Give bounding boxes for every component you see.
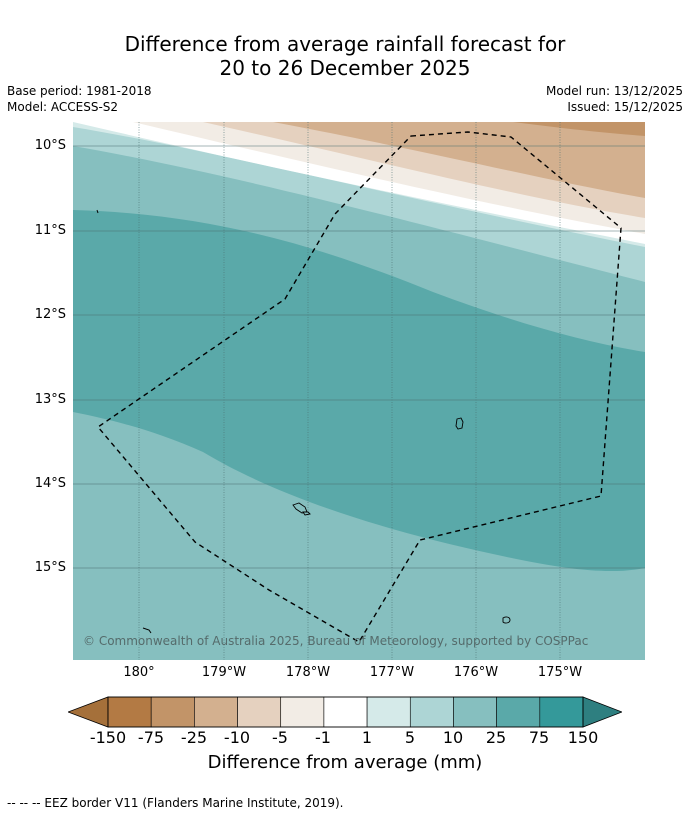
lat-label-11s: 11°S [34,223,66,238]
colorbar-label: Difference from average (mm) [207,752,483,773]
island-west-edge [96,209,99,214]
colorbar-segment-6 [366,696,411,728]
island-south-west-edge [142,627,152,634]
base-period: Base period: 1981-2018 [7,84,152,98]
colorbar-segment-0 [107,696,152,728]
map-title-line2: 20 to 26 December 2025 [219,56,471,80]
band-75-150 [73,210,645,572]
model-name: Model: ACCESS-S2 [7,100,119,114]
lat-label-12s: 12°S [34,307,66,322]
issued-date: Issued: 15/12/2025 [567,100,683,114]
colorbar-tick-6: 1 [361,728,373,747]
lon-label-175w: 175°W [537,665,583,680]
colorbar-segment-5 [323,696,368,728]
band-neg75-neg25 [513,122,645,136]
colorbar-extend-low [68,696,109,728]
lon-label-180: 180° [123,665,155,680]
colorbar-segment-9 [496,696,541,728]
band-neg25-neg10 [273,122,645,198]
lat-label-15s: 15°S [34,560,66,575]
colorbar-segment-4 [280,696,325,728]
colorbar-tick-2: -25 [180,728,208,747]
colorbar-segment-3 [237,696,282,728]
colorbar-tick-1: -75 [137,728,165,747]
colorbar-tick-9: 25 [485,728,507,747]
colorbar-extend-high [582,696,622,728]
colorbar-segment-7 [409,696,454,728]
model-run: Model run: 13/12/2025 [545,84,683,98]
copyright-notice: © Commonwealth of Australia 2025, Bureau… [83,634,588,648]
lat-label-13s: 13°S [34,392,66,407]
colorbar [68,696,622,728]
colorbar-segment-2 [194,696,238,728]
colorbar-tick-0: -150 [89,728,127,747]
colorbar-tick-7: 5 [404,728,416,747]
colorbar-tick-11: 150 [567,728,599,747]
colorbar-tick-8: 10 [442,728,464,747]
lon-label-179w: 179°W [201,665,247,680]
lat-label-14s: 14°S [34,476,66,491]
island-small-sw [302,511,311,516]
colorbar-tick-4: -5 [272,728,288,747]
colorbar-segment-8 [453,696,497,728]
graticule [73,122,645,660]
colorbar-tick-10: 75 [528,728,550,747]
colorbar-segment-10 [539,696,584,728]
eez-border [96,131,622,643]
lon-label-178w: 178°W [285,665,331,680]
island-north-east [455,417,464,430]
colorbar-outline [107,696,584,728]
lat-label-10s: 10°S [34,138,66,153]
island-south-east [502,616,511,624]
colorbar-tick-5: -1 [315,728,331,747]
map-title-line1: Difference from average rainfall forecas… [124,32,566,56]
lon-label-177w: 177°W [369,665,415,680]
colorbar-tick-3: -10 [223,728,251,747]
lon-label-176w: 176°W [453,665,499,680]
colorbar-segment-1 [150,696,195,728]
eez-legend-note: -- -- -- EEZ border V11 (Flanders Marine… [7,796,344,810]
rainfall-map: © Commonwealth of Australia 2025, Bureau… [73,122,645,660]
